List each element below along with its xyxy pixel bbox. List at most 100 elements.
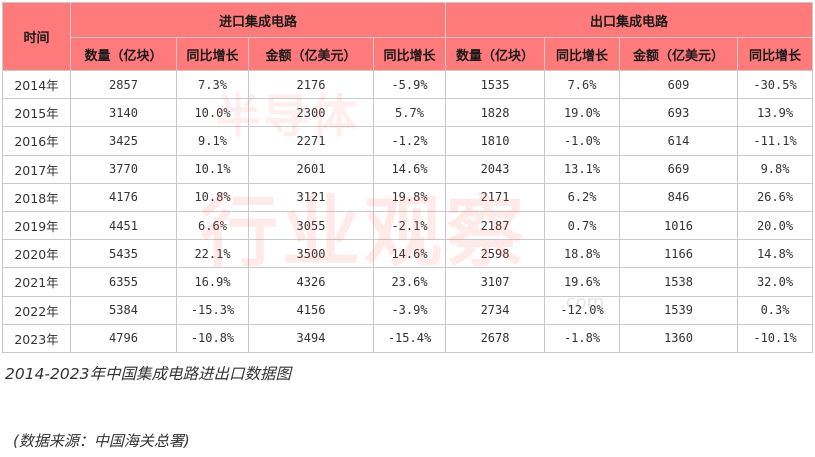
table-cell: 13.9% xyxy=(737,98,814,128)
table-cell: 4451 xyxy=(70,210,177,241)
table-body: 2014年 2857 7.3% 2176 -5.9% 1535 7.6% 609 -30.5% 2… xyxy=(2,69,814,353)
table-cell: 7.3% xyxy=(176,69,249,100)
table-row: 2021年 6355 16.9% 4326 23.6% 3107 19.6% 1538 32.0… xyxy=(2,267,814,297)
table-cell: 3500 xyxy=(248,239,374,269)
table-cell: 4796 xyxy=(70,323,177,353)
data-table-container: 时间 进口集成电路 出口集成电路 数量（亿块） 同比增长 金额（亿美元） 同比增… xyxy=(2,2,814,353)
year-cell: 2023年 xyxy=(2,323,71,353)
column-header: 金额（亿美元） xyxy=(619,37,739,71)
table-cell: 2300 xyxy=(248,98,374,128)
table-cell: 23.6% xyxy=(372,267,447,297)
column-header: 金额（亿美元） xyxy=(248,37,374,71)
table-row: 2016年 3425 9.1% 2271 -1.2% 1810 -1.0% 614 -11.1% xyxy=(2,126,814,156)
header-import-group: 进口集成电路 xyxy=(69,2,447,38)
table-cell: 1539 xyxy=(619,295,739,325)
year-cell: 2020年 xyxy=(2,239,71,269)
table-cell: 20.0% xyxy=(737,210,814,241)
year-cell: 2015年 xyxy=(2,98,71,128)
table-cell: -3.9% xyxy=(372,295,447,325)
table-cell: 2601 xyxy=(248,154,374,184)
table-cell: 2678 xyxy=(445,323,546,353)
table-cell: -1.2% xyxy=(372,126,447,156)
table-cell: 1166 xyxy=(619,239,739,269)
table-row: 2022年 5384 -15.3% 4156 -3.9% 2734 -12.0% 1539 0.… xyxy=(2,295,814,325)
table-row: 2018年 4176 10.8% 3121 19.8% 2171 6.2% 846 26.6% xyxy=(2,182,814,212)
table-cell: 1016 xyxy=(619,210,739,241)
table-cell: -1.8% xyxy=(544,323,621,353)
column-header: 数量（亿块） xyxy=(70,37,177,71)
table-cell: 2271 xyxy=(248,126,374,156)
table-caption: 2014-2023年中国集成电路进出口数据图 xyxy=(5,365,291,383)
table-cell: 2176 xyxy=(248,69,374,100)
table-cell: 3107 xyxy=(445,267,546,297)
year-cell: 2018年 xyxy=(2,182,71,212)
table-cell: 3494 xyxy=(248,323,374,353)
ic-trade-table: 时间 进口集成电路 出口集成电路 数量（亿块） 同比增长 金额（亿美元） 同比增… xyxy=(2,2,814,353)
year-cell: 2017年 xyxy=(2,154,71,184)
table-row: 2023年 4796 -10.8% 3494 -15.4% 2678 -1.8% 1360 -1… xyxy=(2,323,814,353)
table-cell: 3425 xyxy=(70,126,177,156)
header-time: 时间 xyxy=(2,2,71,71)
table-cell: 4176 xyxy=(70,182,177,212)
table-cell: 3055 xyxy=(248,210,374,241)
year-cell: 2022年 xyxy=(2,295,71,325)
table-cell: 19.6% xyxy=(544,267,621,297)
table-cell: 10.8% xyxy=(176,182,249,212)
table-cell: 614 xyxy=(619,126,739,156)
table-cell: -12.0% xyxy=(544,295,621,325)
table-cell: 22.1% xyxy=(176,239,249,269)
table-cell: 14.6% xyxy=(372,154,447,184)
table-cell: -10.8% xyxy=(176,323,249,353)
table-cell: 3140 xyxy=(70,98,177,128)
table-cell: 1538 xyxy=(619,267,739,297)
table-cell: 19.0% xyxy=(544,98,621,128)
column-header: 同比增长 xyxy=(544,37,621,71)
table-cell: 5384 xyxy=(70,295,177,325)
table-row: 2014年 2857 7.3% 2176 -5.9% 1535 7.6% 609 -30.5% xyxy=(2,69,814,100)
table-cell: 693 xyxy=(619,98,739,128)
table-cell: 4326 xyxy=(248,267,374,297)
column-header: 同比增长 xyxy=(737,37,814,71)
table-cell: 2043 xyxy=(445,154,546,184)
table-cell: 1828 xyxy=(445,98,546,128)
table-cell: 26.6% xyxy=(737,182,814,212)
table-cell: -1.0% xyxy=(544,126,621,156)
table-cell: -15.4% xyxy=(372,323,447,353)
table-cell: 609 xyxy=(619,69,739,100)
table-cell: 10.0% xyxy=(176,98,249,128)
table-cell: 6.6% xyxy=(176,210,249,241)
table-cell: -2.1% xyxy=(372,210,447,241)
table-cell: 2187 xyxy=(445,210,546,241)
table-cell: 14.8% xyxy=(737,239,814,269)
table-cell: 1360 xyxy=(619,323,739,353)
table-row: 2017年 3770 10.1% 2601 14.6% 2043 13.1% 669 9.8% xyxy=(2,154,814,184)
table-row: 2019年 4451 6.6% 3055 -2.1% 2187 0.7% 1016 20.0% xyxy=(2,210,814,241)
table-cell: 0.7% xyxy=(544,210,621,241)
header-export-group: 出口集成电路 xyxy=(445,2,814,38)
year-cell: 2016年 xyxy=(2,126,71,156)
year-cell: 2019年 xyxy=(2,210,71,241)
table-cell: 2171 xyxy=(445,182,546,212)
table-cell: 10.1% xyxy=(176,154,249,184)
table-cell: -15.3% xyxy=(176,295,249,325)
table-cell: 669 xyxy=(619,154,739,184)
year-cell: 2021年 xyxy=(2,267,71,297)
data-source-note: (数据来源：中国海关总署) xyxy=(13,432,190,450)
table-cell: 9.1% xyxy=(176,126,249,156)
table-cell: 5.7% xyxy=(372,98,447,128)
table-row: 2020年 5435 22.1% 3500 14.6% 2598 18.8% 1166 14.8… xyxy=(2,239,814,269)
table-cell: 3121 xyxy=(248,182,374,212)
table-row: 2015年 3140 10.0% 2300 5.7% 1828 19.0% 693 13.9% xyxy=(2,98,814,128)
year-cell: 2014年 xyxy=(2,69,71,100)
table-cell: 1535 xyxy=(445,69,546,100)
column-header: 同比增长 xyxy=(372,37,447,71)
table-cell: 9.8% xyxy=(737,154,814,184)
table-cell: -30.5% xyxy=(737,69,814,100)
table-cell: 14.6% xyxy=(372,239,447,269)
table-cell: -11.1% xyxy=(737,126,814,156)
table-cell: 2598 xyxy=(445,239,546,269)
table-cell: -10.1% xyxy=(737,323,814,353)
table-cell: 5435 xyxy=(70,239,177,269)
table-cell: 3770 xyxy=(70,154,177,184)
table-cell: -5.9% xyxy=(372,69,447,100)
